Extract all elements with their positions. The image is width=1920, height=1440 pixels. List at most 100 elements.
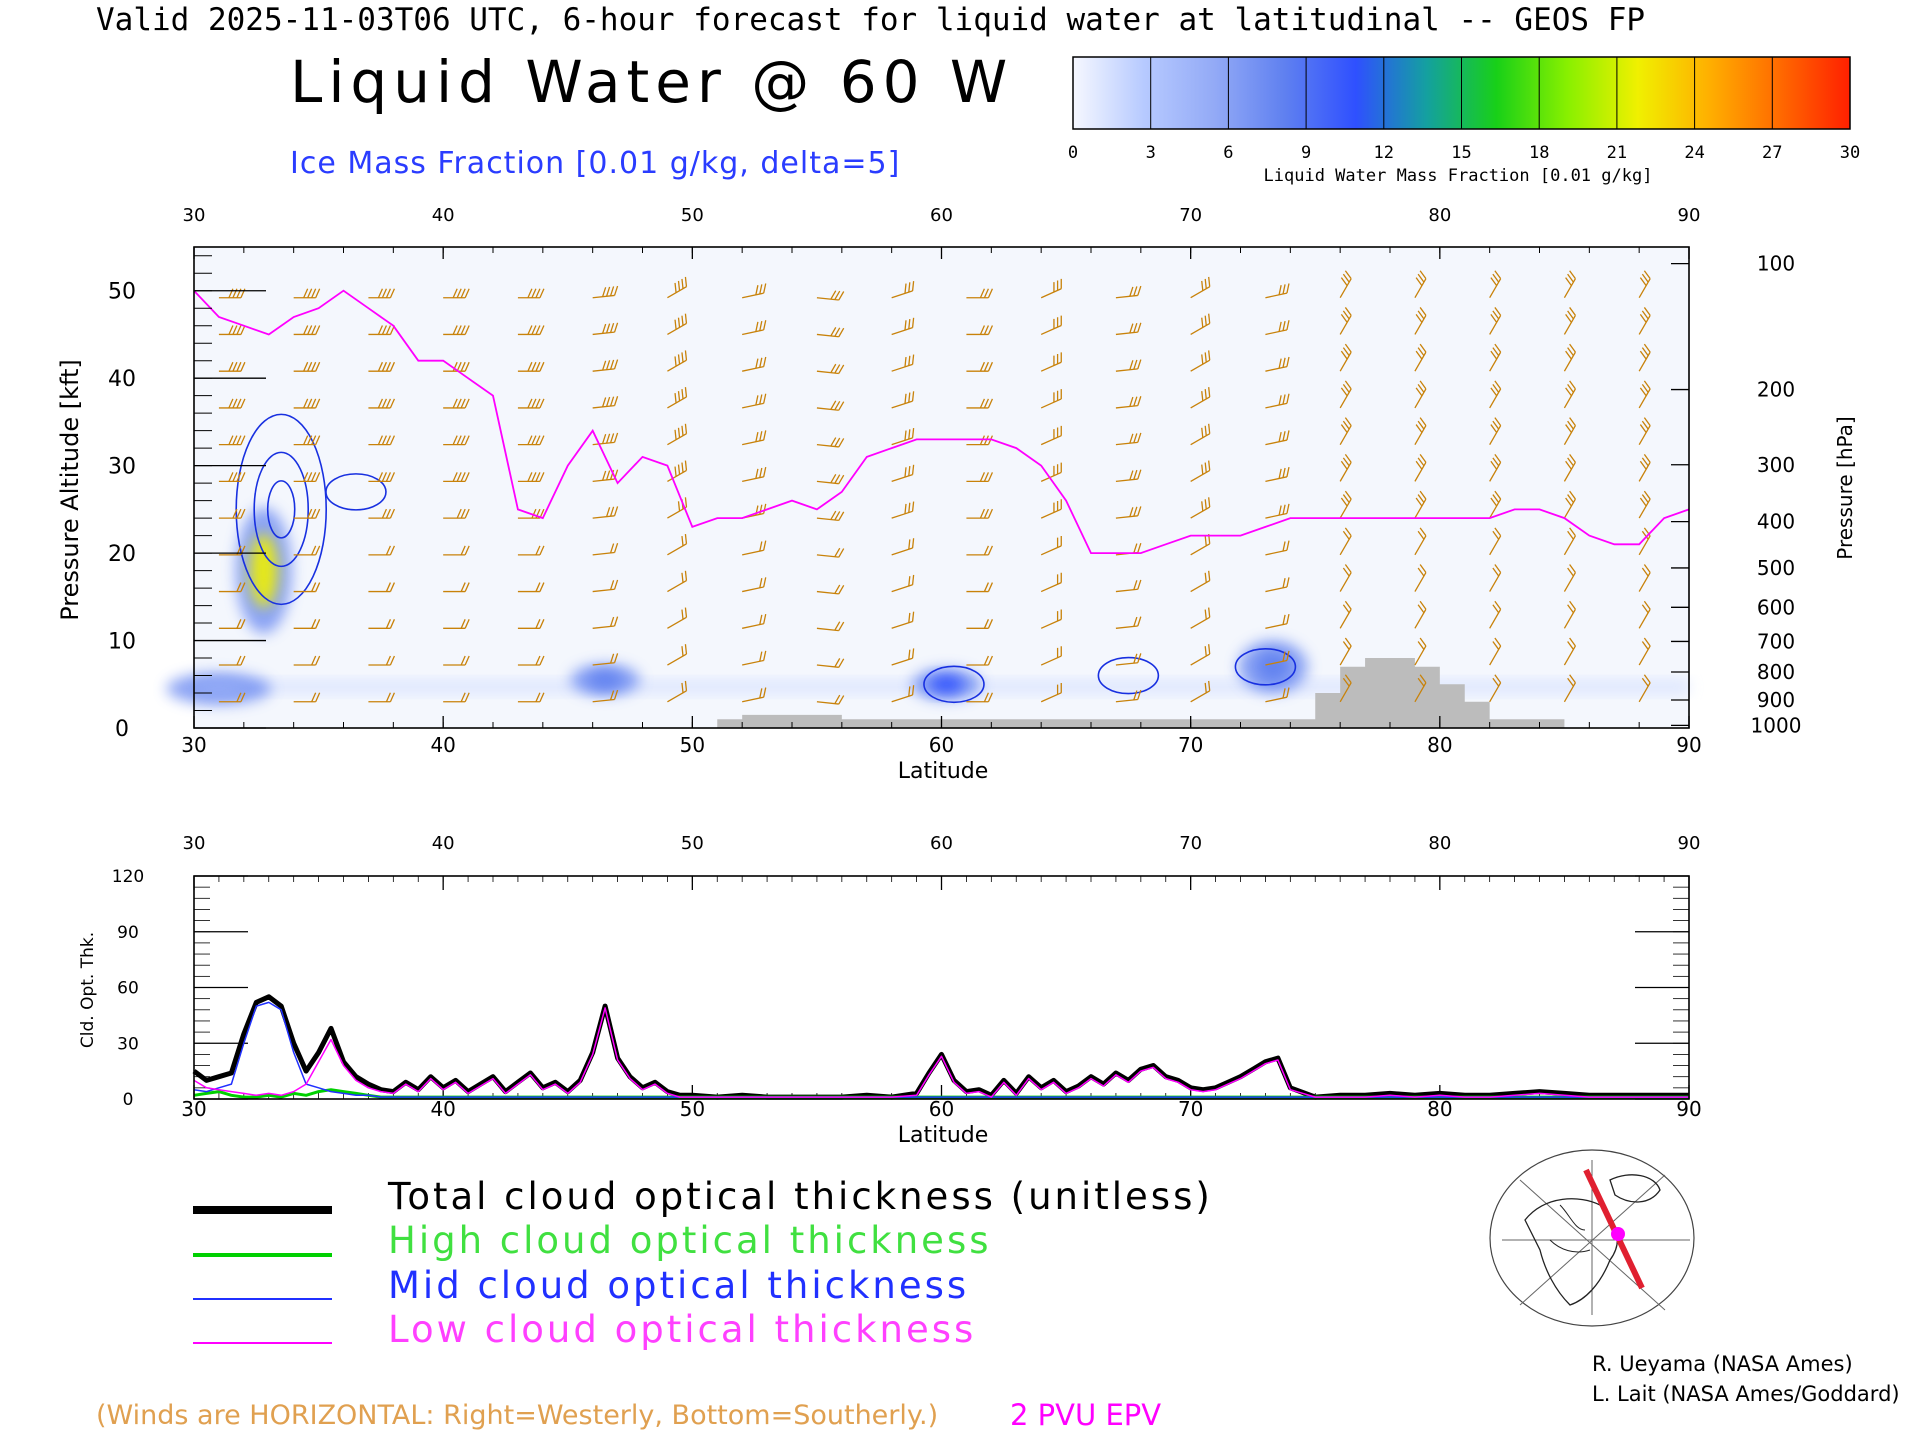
pressure-tick-label: 700 [1757,629,1795,653]
wind-barb-feather [605,323,611,334]
wind-barb-feather [1340,424,1348,433]
wind-barb-feather [759,541,763,552]
wind-barb-feather [1286,687,1290,698]
wind-barb-feather [763,320,767,331]
wind-barb-feather [1643,453,1651,463]
wind-barb-feather [311,325,317,335]
wind-barb-feather [1417,567,1425,577]
wind-barb [966,692,994,703]
wind-barb-feather [1129,470,1134,481]
wind-barb-feather [1060,682,1062,693]
wind-barb [592,579,619,593]
wind-barb-feather [531,398,537,409]
wind-barb [1563,270,1576,299]
wind-barb-feather [1204,682,1207,693]
wind-barb [891,281,915,299]
wind-barb-feather [240,508,246,519]
wind-barb-feather [677,391,681,401]
wind-barb-feather [759,320,763,331]
wind-barb-feather [1129,396,1134,407]
wind-barb-feather [1569,637,1576,647]
wind-barb [1190,276,1211,299]
map-point [1611,1227,1625,1241]
inset-map [1489,1149,1695,1327]
wind-barb [1190,350,1211,372]
wind-barb [1489,490,1502,519]
wind-barb [592,653,619,666]
wind-barb-feather [1344,417,1352,426]
wind-barb-feather [1286,356,1290,367]
wind-barb-feather [1056,354,1059,364]
wind-barb-feather [236,325,242,335]
wind-barb-feather [681,646,684,657]
wind-barb-feather [983,508,990,519]
wind-barb-feather [834,694,841,704]
wind-barb [1489,380,1502,409]
wind-barb [816,547,845,558]
y-tick-label: 0 [115,717,129,742]
wind-barb-feather [1137,285,1142,296]
wind-barb-feather [759,688,763,699]
wind-barb [443,472,470,483]
wind-barb-feather [1419,453,1427,463]
series-mid-line [193,1001,1689,1098]
wind-barb-feather [904,393,907,404]
wind-barb [667,607,688,629]
x-tick-label: 30 [181,733,206,757]
wind-barb-feather [307,435,313,445]
wind-barb [667,570,688,593]
wind-barb-feather [460,582,466,592]
wind-barb-feather [908,429,911,440]
wind-barb-feather [315,655,321,666]
wind-barb [816,327,845,338]
x-tick-label: 90 [1676,733,1701,757]
colorbar-tick-label: 30 [1840,143,1860,163]
wind-barb-feather [315,288,321,298]
wind-barb-feather [1492,494,1500,503]
wind-barb [1563,343,1576,372]
wind-barb-feather [381,435,388,445]
ice-contour [253,451,310,568]
wind-barb-feather [983,655,990,666]
wind-barb-feather [539,692,545,703]
wind-barb-feather [1641,604,1649,614]
wind-barb-feather [911,648,915,659]
wind-barb-feather [681,462,684,473]
wind-barb [742,613,767,629]
wind-barb [1115,689,1142,703]
wind-barb [1414,674,1427,703]
wind-barb-feather [838,401,845,411]
wind-barb-feather [539,545,545,556]
wind-barb-feather [1492,567,1500,577]
wind-barb-feather [987,655,994,666]
wind-barb [966,582,994,593]
wind-barb [1040,462,1062,482]
wind-barb-feather [535,545,541,556]
wind-barb [443,398,470,409]
wind-barb-feather [755,431,759,442]
wind-barb [742,430,767,446]
wind-barb [742,320,767,336]
wind-barb [443,288,470,299]
wind-barb-feather [1639,497,1647,507]
wind-barb [293,655,321,666]
wind-barb-feather [983,325,990,335]
wind-barb [1265,283,1290,299]
wind-barb-feather [232,435,238,445]
wind-barb-feather [1137,469,1142,480]
wind-barb-feather [1417,641,1425,650]
wind-barb-feather [1133,690,1138,701]
wind-barb-feather [1204,572,1207,583]
wind-barb [1339,674,1352,703]
wind-barb [1190,607,1211,629]
wind-barb [1414,270,1427,299]
wind-barb-feather [1417,420,1425,430]
wind-barb-feather [759,578,763,588]
wind-barb-feather [527,288,533,298]
wind-barb-feather [677,280,681,291]
wind-barb-feather [1342,383,1350,393]
wind-barb [891,354,915,372]
wind-barb [293,398,321,409]
wind-barb-feather [452,288,458,298]
wind-barb-feather [1643,637,1651,647]
